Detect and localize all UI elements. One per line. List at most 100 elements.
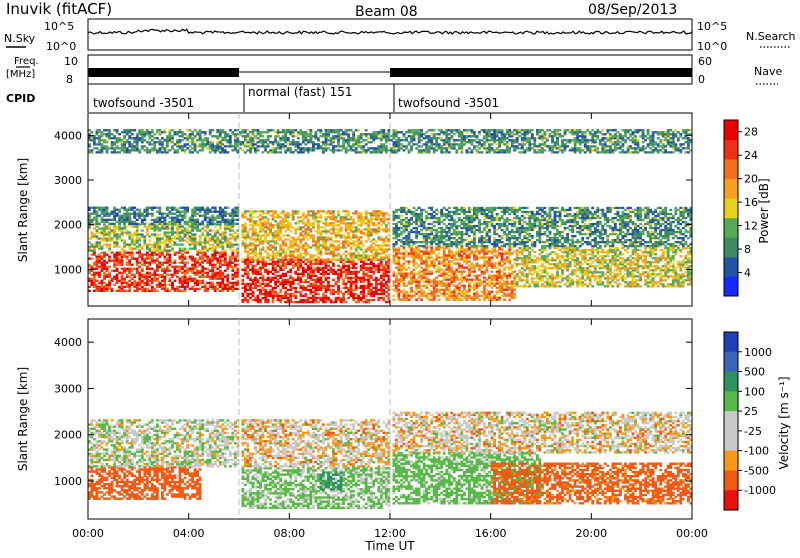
- heat-cell: [413, 275, 416, 277]
- heat-cell: [320, 244, 323, 246]
- heat-cell: [123, 215, 126, 217]
- heat-cell: [204, 268, 207, 270]
- heat-cell: [116, 276, 119, 278]
- heat-cell: [257, 269, 260, 271]
- heat-cell: [473, 279, 476, 281]
- heat-cell: [161, 215, 164, 217]
- heat-cell: [254, 277, 257, 279]
- heat-cell: [287, 246, 290, 248]
- heat-cell: [244, 297, 247, 299]
- heat-cell: [360, 277, 363, 279]
- heat-cell: [126, 270, 129, 272]
- heat-cell: [355, 230, 358, 232]
- heat-cell: [493, 233, 496, 235]
- heat-cell: [481, 256, 484, 258]
- heat-cell: [395, 225, 398, 227]
- heat-cell: [219, 260, 222, 262]
- heat-cell: [481, 265, 484, 267]
- heat-cell: [262, 248, 265, 250]
- heat-cell: [450, 283, 453, 285]
- heat-cell: [116, 274, 119, 276]
- heat-cell: [179, 207, 182, 209]
- heat-cell: [430, 207, 433, 209]
- heat-cell: [269, 214, 272, 216]
- heat-cell: [501, 207, 504, 209]
- heat-cell: [199, 264, 202, 266]
- heat-cell: [448, 213, 451, 215]
- heat-cell: [325, 232, 328, 234]
- heat-cell: [179, 221, 182, 223]
- heat-cell: [345, 240, 348, 242]
- heat-cell: [325, 222, 328, 224]
- heat-cell: [440, 213, 443, 215]
- heat-cell: [488, 250, 491, 252]
- heat-cell: [121, 248, 124, 250]
- heat-cell: [194, 284, 197, 286]
- heat-cell: [315, 259, 318, 261]
- heat-cell: [453, 219, 456, 221]
- heat-cell: [231, 217, 234, 219]
- heat-cell: [513, 283, 516, 285]
- heat-cell: [435, 237, 438, 239]
- heat-cell: [330, 285, 333, 287]
- heat-cell: [199, 258, 202, 260]
- heat-cell: [377, 293, 380, 295]
- heat-cell: [481, 239, 484, 241]
- heat-cell: [513, 245, 516, 247]
- heat-cell: [393, 233, 396, 235]
- heat-cell: [96, 284, 99, 286]
- heat-cell: [458, 237, 461, 239]
- heat-cell: [408, 245, 411, 247]
- heat-cell: [96, 286, 99, 288]
- heat-cell: [196, 213, 199, 215]
- heat-cell: [320, 238, 323, 240]
- heat-cell: [496, 207, 499, 209]
- heat-cell: [455, 209, 458, 211]
- heat-cell: [483, 277, 486, 279]
- heat-cell: [345, 230, 348, 232]
- heat-cell: [118, 258, 121, 260]
- heat-cell: [440, 289, 443, 291]
- heat-cell: [179, 237, 182, 239]
- heat-cell: [393, 281, 396, 283]
- heat-cell: [433, 285, 436, 287]
- heat-cell: [453, 223, 456, 225]
- heat-cell: [297, 283, 300, 285]
- heat-cell: [415, 289, 418, 291]
- heat-cell: [345, 273, 348, 275]
- heat-cell: [430, 209, 433, 211]
- heat-cell: [307, 275, 310, 277]
- heat-cell: [307, 234, 310, 236]
- heat-cell: [433, 225, 436, 227]
- heat-cell: [405, 241, 408, 243]
- heat-cell: [380, 291, 383, 293]
- heat-cell: [423, 239, 426, 241]
- heat-cell: [304, 258, 307, 260]
- heat-cell: [171, 237, 174, 239]
- heat-cell: [93, 274, 96, 276]
- heat-cell: [292, 295, 295, 297]
- heat-cell: [141, 246, 144, 248]
- heat-cell: [433, 265, 436, 267]
- heat-cell: [523, 245, 526, 247]
- heat-cell: [508, 269, 511, 271]
- heat-cell: [400, 233, 403, 235]
- heat-cell: [365, 269, 368, 271]
- heat-cell: [299, 238, 302, 240]
- heat-cell: [430, 239, 433, 241]
- heat-cell: [455, 213, 458, 215]
- heat-cell: [370, 218, 373, 220]
- heat-cell: [521, 231, 524, 233]
- heat-cell: [476, 250, 479, 252]
- heat-cell: [445, 279, 448, 281]
- heat-cell: [106, 244, 109, 246]
- heat-cell: [481, 211, 484, 213]
- heat-cell: [274, 263, 277, 265]
- heat-cell: [398, 227, 401, 229]
- heat-cell: [96, 235, 99, 237]
- heat-cell: [267, 246, 270, 248]
- heat-cell: [478, 245, 481, 247]
- heat-cell: [377, 218, 380, 220]
- heat-cell: [360, 281, 363, 283]
- heat-cell: [322, 275, 325, 277]
